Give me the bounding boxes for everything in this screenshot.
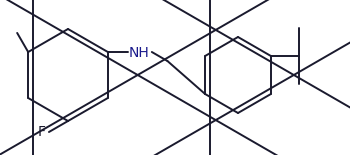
Text: F: F	[38, 125, 46, 139]
Text: NH: NH	[129, 46, 149, 60]
